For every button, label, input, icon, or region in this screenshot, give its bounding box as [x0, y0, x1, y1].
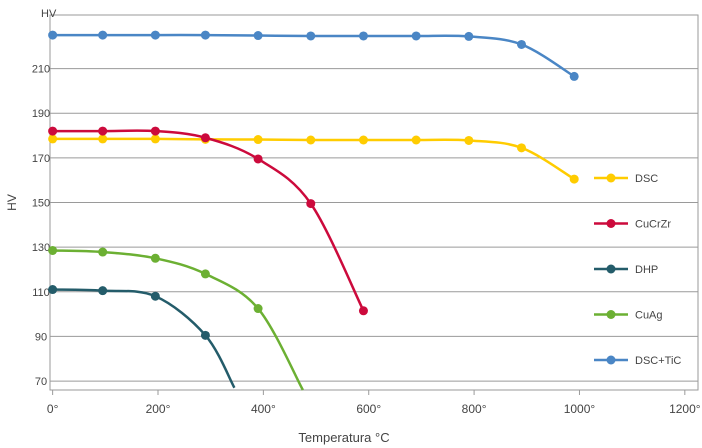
- x-tick-label: 1000°: [564, 402, 596, 416]
- legend-label: CuAg: [635, 310, 663, 322]
- series-dsc: [48, 134, 579, 184]
- series-cucrzr: [48, 126, 368, 316]
- data-point-dsc: [517, 143, 527, 153]
- legend-item-cuag: CuAg: [594, 310, 663, 322]
- data-point-dsc-tic: [358, 31, 368, 41]
- data-point-cucrzr: [200, 133, 210, 143]
- data-point-dhp: [48, 285, 58, 295]
- y-unit-label: HV: [41, 8, 57, 20]
- legend-item-cucrzr: CuCrZr: [594, 219, 671, 231]
- x-tick-label: 800°: [462, 402, 487, 416]
- data-point-cucrzr: [306, 199, 316, 209]
- x-tick-label: 0°: [47, 402, 59, 416]
- data-point-dsc-tic: [517, 39, 527, 49]
- legend-swatch-marker: [606, 355, 616, 365]
- data-point-dsc: [411, 135, 421, 145]
- series-lines: [48, 30, 579, 391]
- series-line-dsc-tic: [52, 33, 575, 78]
- gridlines: [49, 14, 699, 391]
- legend-swatch-marker: [606, 173, 616, 183]
- legend-label: DSC: [635, 173, 658, 185]
- data-point-dsc-tic: [200, 30, 210, 40]
- data-point-dsc-tic: [411, 31, 421, 41]
- y-tick-label: 170: [32, 153, 50, 165]
- data-point-dsc-tic: [253, 31, 263, 41]
- data-point-cucrzr: [98, 126, 108, 136]
- data-point-dsc: [306, 135, 316, 145]
- legend-label: CuCrZr: [635, 219, 671, 231]
- series-dsc-tic: [48, 30, 579, 81]
- legend-swatch-marker: [606, 310, 616, 319]
- legend-label: DHP: [635, 264, 658, 276]
- data-point-cucrzr: [358, 306, 368, 316]
- data-point-dsc: [464, 135, 474, 145]
- legend-item-dsc: DSC: [594, 173, 658, 185]
- series-line-dsc: [52, 137, 575, 181]
- y-tick-label: 110: [32, 287, 50, 299]
- data-point-dsc-tic: [569, 71, 579, 81]
- x-axis-title: Temperatura °C: [298, 430, 389, 445]
- legend-item-dsc-tic: DSC+TiC: [594, 355, 681, 367]
- y-tick-label: 150: [32, 198, 50, 210]
- data-point-dsc-tic: [150, 30, 160, 40]
- x-tick-label: 400°: [251, 402, 276, 416]
- data-point-dhp: [150, 291, 160, 301]
- data-point-dsc-tic: [48, 30, 58, 40]
- axes: 70 90 110 130 150 170 190 210 0° 200° 400° 600° 800°…: [32, 64, 701, 416]
- series-cuag: [48, 245, 304, 391]
- y-tick-label: 130: [32, 242, 50, 254]
- data-point-cucrzr: [253, 154, 263, 164]
- data-point-dhp: [98, 286, 108, 296]
- data-point-dsc: [358, 135, 368, 145]
- data-point-dsc: [48, 134, 58, 144]
- data-point-cuag: [98, 247, 108, 257]
- data-point-cucrzr: [48, 126, 58, 136]
- data-point-cuag: [253, 304, 263, 314]
- data-point-dsc-tic: [98, 30, 108, 40]
- data-point-dsc: [253, 135, 263, 145]
- legend-item-dhp: DHP: [594, 264, 658, 276]
- legend-label: DSC+TiC: [635, 355, 681, 367]
- y-tick-label: 70: [35, 376, 47, 388]
- series-line-cuag: [52, 249, 304, 391]
- series-dhp: [48, 285, 236, 389]
- legend-swatch-marker: [606, 264, 616, 274]
- data-point-dhp: [200, 330, 210, 340]
- x-tick-label: 200°: [146, 402, 171, 416]
- y-axis-title: HV: [5, 194, 19, 211]
- legend: DSC CuCrZr DHP CuAg DSC+TiC: [594, 173, 681, 367]
- y-tick-label: 210: [32, 64, 50, 76]
- y-tick-label: 190: [32, 108, 50, 120]
- data-point-dsc: [569, 174, 579, 184]
- data-point-dsc-tic: [306, 31, 316, 41]
- data-point-cucrzr: [150, 126, 160, 136]
- x-tick-label: 600°: [356, 402, 381, 416]
- data-point-dsc: [98, 134, 108, 144]
- data-point-cuag: [48, 245, 58, 255]
- y-tick-label: 90: [35, 331, 47, 343]
- data-point-dsc-tic: [464, 31, 474, 41]
- x-tick-label: 1200°: [669, 402, 701, 416]
- data-point-dsc: [150, 134, 160, 144]
- data-point-cuag: [200, 269, 210, 279]
- data-point-cuag: [150, 253, 160, 263]
- legend-swatch-marker: [606, 219, 616, 228]
